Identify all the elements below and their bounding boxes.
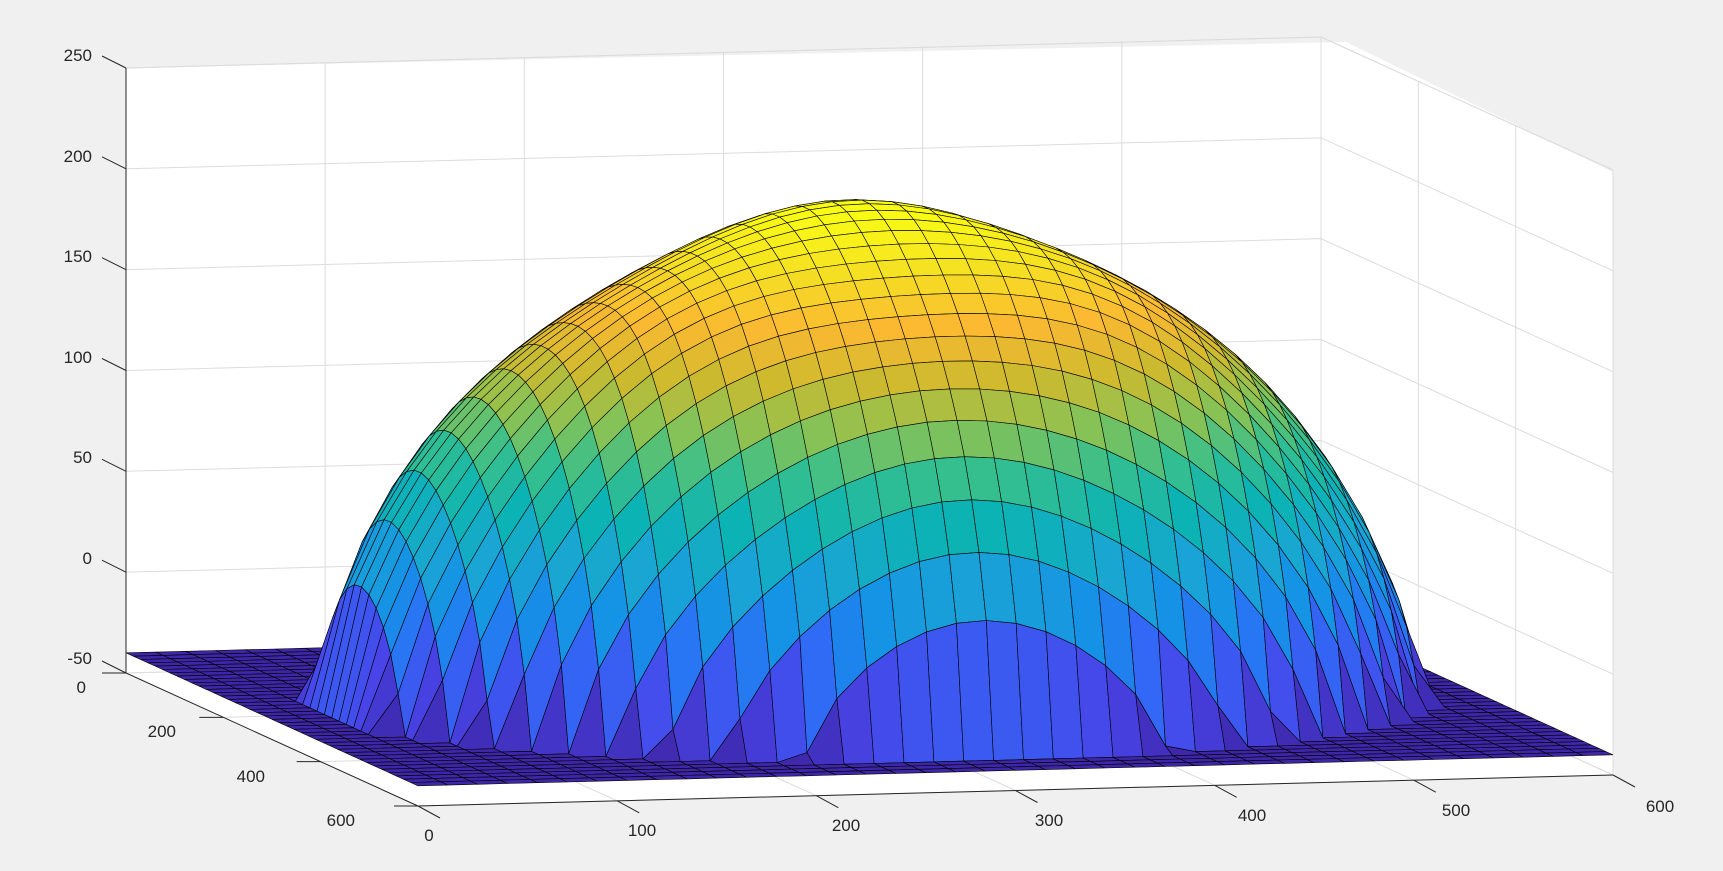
surface-patch (1575, 751, 1614, 756)
y-tick-label: 400 (237, 767, 265, 786)
y-tick-labels: 0 200 400 600 (77, 678, 355, 830)
x-tick-label: 100 (628, 821, 656, 840)
box-edge (1320, 36, 1614, 171)
x-tick-mark (1413, 779, 1437, 793)
z-tick-label: 200 (64, 147, 92, 166)
x-tick-label: 600 (1646, 797, 1674, 816)
z-tick-labels: 250 200 150 100 50 0 -50 (64, 46, 92, 668)
y-tick-label: 200 (148, 722, 176, 741)
surface-mesh[interactable] (125, 199, 1614, 787)
z-tick-label: 50 (73, 448, 92, 467)
z-tick-label: -50 (67, 649, 92, 668)
z-tick-mark (101, 55, 127, 69)
x-tick-mark (1015, 790, 1038, 803)
y-tick-label: 0 (77, 678, 86, 697)
z-tick-label: 250 (64, 46, 92, 65)
axes-box (125, 36, 1614, 775)
x-tick-mark (616, 800, 640, 814)
y-tick-label: 600 (327, 811, 355, 830)
z-tick-label: 0 (83, 549, 92, 568)
x-tick-mark (1612, 774, 1636, 788)
x-tick-label: 500 (1442, 801, 1470, 820)
z-tick-mark (101, 358, 127, 371)
x-tick-mark (816, 795, 839, 809)
x-tick-label: 300 (1035, 811, 1063, 830)
z-tick-label: 100 (64, 348, 92, 367)
z-tick-mark (101, 458, 127, 472)
axis-line (125, 672, 419, 807)
x-tick-mark (1214, 784, 1237, 798)
x-tick-labels: 0 100 200 300 400 500 600 (424, 797, 1674, 845)
z-tick-mark (101, 660, 127, 674)
z-tick-mark (101, 156, 127, 170)
z-tick-label: 150 (64, 247, 92, 266)
z-tick-mark (101, 257, 127, 271)
z-tick-mark (101, 559, 127, 573)
back-wall-yz (1346, 42, 1613, 775)
box-edge (125, 36, 1322, 69)
x-tick-label: 200 (832, 816, 860, 835)
x-tick-label: 400 (1238, 806, 1266, 825)
x-tick-label: 0 (424, 826, 433, 845)
x-tick-mark (417, 805, 441, 819)
tick-marks (101, 55, 1636, 819)
